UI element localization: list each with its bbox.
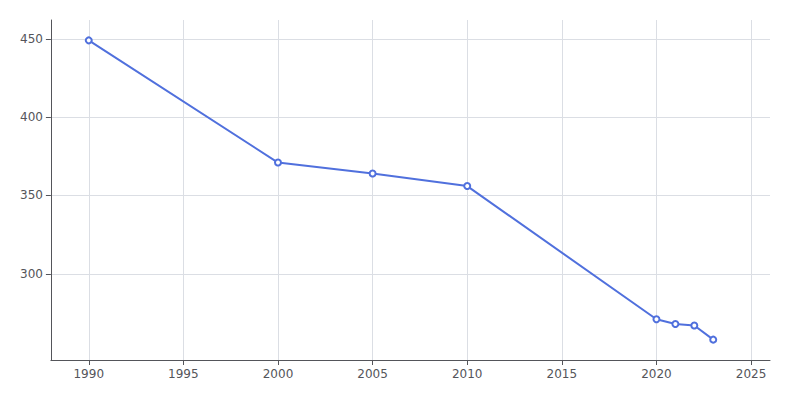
svg-text:300: 300 bbox=[20, 267, 43, 281]
svg-text:2010: 2010 bbox=[452, 367, 483, 381]
svg-text:400: 400 bbox=[20, 110, 43, 124]
svg-text:1995: 1995 bbox=[168, 367, 199, 381]
svg-text:1990: 1990 bbox=[73, 367, 104, 381]
svg-text:2000: 2000 bbox=[263, 367, 294, 381]
svg-text:450: 450 bbox=[20, 32, 43, 46]
svg-text:350: 350 bbox=[20, 188, 43, 202]
svg-text:2015: 2015 bbox=[547, 367, 578, 381]
svg-text:2005: 2005 bbox=[357, 367, 388, 381]
svg-text:2025: 2025 bbox=[736, 367, 767, 381]
svg-text:2020: 2020 bbox=[641, 367, 672, 381]
